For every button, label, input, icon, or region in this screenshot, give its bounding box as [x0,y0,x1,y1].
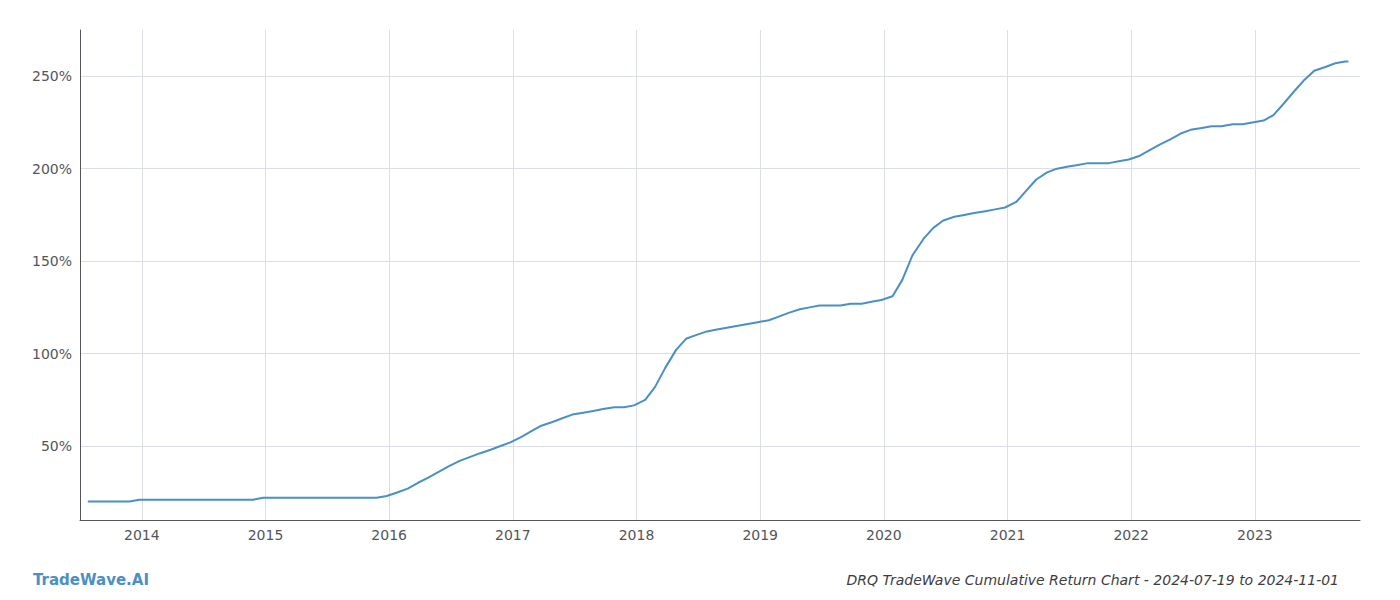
svg-text:2014: 2014 [124,527,160,543]
svg-text:2023: 2023 [1237,527,1273,543]
svg-text:2021: 2021 [990,527,1026,543]
svg-text:150%: 150% [32,253,72,269]
svg-text:2022: 2022 [1113,527,1149,543]
svg-text:2017: 2017 [495,527,531,543]
svg-text:2016: 2016 [371,527,407,543]
svg-text:2020: 2020 [866,527,902,543]
svg-text:100%: 100% [32,346,72,362]
svg-text:50%: 50% [41,438,72,454]
svg-text:250%: 250% [32,68,72,84]
svg-text:2015: 2015 [248,527,284,543]
svg-text:TradeWave.AI: TradeWave.AI [33,571,149,589]
svg-text:2018: 2018 [619,527,655,543]
svg-text:DRQ TradeWave Cumulative Retur: DRQ TradeWave Cumulative Return Chart - … [846,572,1339,588]
svg-text:2019: 2019 [742,527,778,543]
svg-text:200%: 200% [32,161,72,177]
